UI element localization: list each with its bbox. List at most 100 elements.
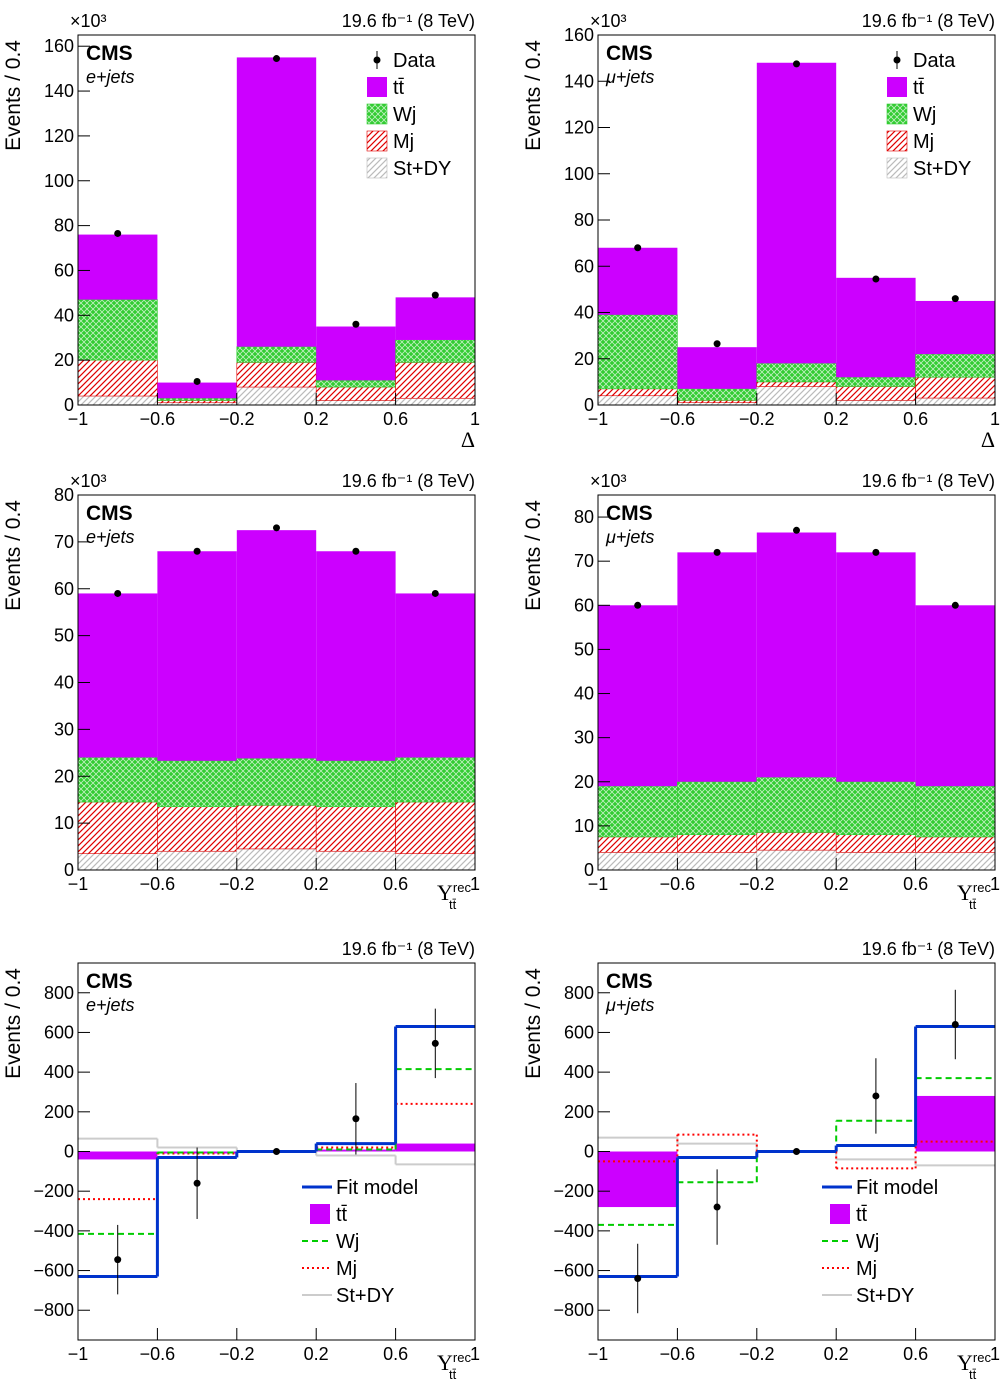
- stack-segment: [836, 277, 916, 378]
- stack-segment: [77, 359, 158, 397]
- stack-segment: [756, 777, 837, 833]
- y-tick-label: 800: [44, 983, 74, 1003]
- y-tick-label: 200: [564, 1102, 594, 1122]
- x-tick-label: −0.2: [739, 874, 775, 894]
- y-tick-label: 0: [584, 1142, 594, 1162]
- y-tick-label: 50: [54, 626, 74, 646]
- stack-segment: [597, 785, 678, 838]
- stack-segment: [78, 593, 158, 758]
- stack-segment: [236, 848, 317, 871]
- y-tick-label: −400: [553, 1221, 594, 1241]
- data-point: [951, 295, 959, 303]
- y-tick-label: 10: [54, 813, 74, 833]
- x-tick-label: −1: [588, 874, 609, 894]
- data-point: [193, 547, 201, 555]
- legend-symbol: [310, 1204, 330, 1224]
- stack-segment: [236, 758, 317, 806]
- channel-label: e+jets: [86, 995, 135, 1015]
- data-point: [114, 589, 122, 597]
- x-tick-label: 1: [990, 874, 1000, 894]
- legend-label: Mj: [913, 131, 934, 153]
- stack-segment: [77, 395, 158, 406]
- fill-bin: [915, 1095, 995, 1152]
- y-tick-label: 80: [574, 210, 594, 230]
- y-tick-label: 100: [564, 164, 594, 184]
- stack-segment: [157, 850, 238, 871]
- y-tick-label: 20: [574, 772, 594, 792]
- x-tick-label: −1: [68, 409, 89, 429]
- stack-segment: [315, 806, 396, 852]
- stack-segment: [756, 363, 837, 383]
- x-label-sub: tt̄: [969, 1367, 977, 1382]
- legend-symbol: [366, 157, 388, 179]
- y-multiplier: ×10³: [590, 11, 627, 31]
- stack-segment: [756, 849, 837, 871]
- y-tick-label: −600: [553, 1261, 594, 1281]
- channel-label: μ+jets: [605, 995, 654, 1015]
- y-axis-label: Events / 0.4: [2, 500, 25, 611]
- legend-label: Mj: [336, 1258, 357, 1280]
- y-tick-label: 0: [64, 395, 74, 415]
- y-tick-label: 60: [54, 260, 74, 280]
- stack-segment: [835, 376, 916, 387]
- legend-label: Wj: [393, 104, 416, 126]
- legend-symbol: [886, 103, 908, 125]
- x-tick-label: −1: [68, 1344, 89, 1364]
- x-axis-label: Δ: [461, 427, 475, 452]
- stack-segment: [677, 388, 758, 401]
- x-tick-label: 0.2: [824, 1344, 849, 1364]
- data-point: [273, 1148, 280, 1155]
- y-tick-label: 40: [54, 305, 74, 325]
- y-tick-label: 80: [54, 485, 74, 505]
- y-tick-label: −600: [33, 1261, 74, 1281]
- y-tick-label: 40: [54, 673, 74, 693]
- plot-frame: [597, 494, 996, 871]
- x-tick-label: 0.6: [383, 1344, 408, 1364]
- stack-segment: [316, 326, 396, 381]
- lumi-label: 19.6 fb⁻¹ (8 TeV): [342, 471, 475, 491]
- x-tick-label: 0.2: [824, 409, 849, 429]
- y-multiplier: ×10³: [70, 11, 107, 31]
- x-tick-label: −0.2: [219, 409, 255, 429]
- x-axis-label: Υrec tt̄: [437, 1350, 471, 1382]
- legend-label: Data: [913, 50, 956, 72]
- legend-label: tt̄: [393, 77, 405, 99]
- stack-segment: [915, 376, 996, 399]
- legend-label: St+DY: [336, 1285, 394, 1307]
- legend-label: Wj: [336, 1231, 359, 1253]
- stack-segment: [597, 314, 678, 390]
- stack-segment: [157, 382, 237, 399]
- stack-segment: [395, 853, 476, 871]
- legend-label: Mj: [856, 1258, 877, 1280]
- legend-label: St+DY: [913, 158, 971, 180]
- stack-segment: [756, 832, 837, 851]
- stack-segment: [315, 850, 396, 871]
- stack-segment: [835, 852, 916, 871]
- legend-label: Fit model: [856, 1177, 938, 1199]
- stack-segment: [236, 530, 317, 759]
- x-label-sup: rec: [453, 880, 472, 895]
- y-tick-label: 400: [44, 1062, 74, 1082]
- y-tick-label: 80: [54, 216, 74, 236]
- stack-segment: [677, 400, 758, 403]
- stack-segment: [597, 836, 678, 853]
- stack-segment: [157, 551, 237, 761]
- y-tick-label: 20: [54, 350, 74, 370]
- stack-segment: [236, 346, 317, 363]
- stack-segment: [316, 551, 396, 761]
- x-tick-label: 1: [470, 409, 480, 429]
- legend-symbol: [367, 77, 387, 97]
- x-axis-label: Δ: [981, 427, 995, 452]
- stack-segment: [157, 397, 238, 401]
- legend-label: Fit model: [336, 1177, 418, 1199]
- x-label-sub: tt̄: [449, 897, 457, 912]
- x-tick-label: −0.6: [140, 409, 176, 429]
- stack-segment: [315, 380, 396, 388]
- stack-segment: [915, 852, 996, 871]
- channel-label: μ+jets: [605, 67, 654, 87]
- x-label-sup: rec: [973, 1350, 992, 1365]
- y-tick-label: 20: [574, 349, 594, 369]
- x-tick-label: −1: [588, 409, 609, 429]
- experiment-label: CMS: [606, 42, 653, 65]
- y-tick-label: −200: [553, 1181, 594, 1201]
